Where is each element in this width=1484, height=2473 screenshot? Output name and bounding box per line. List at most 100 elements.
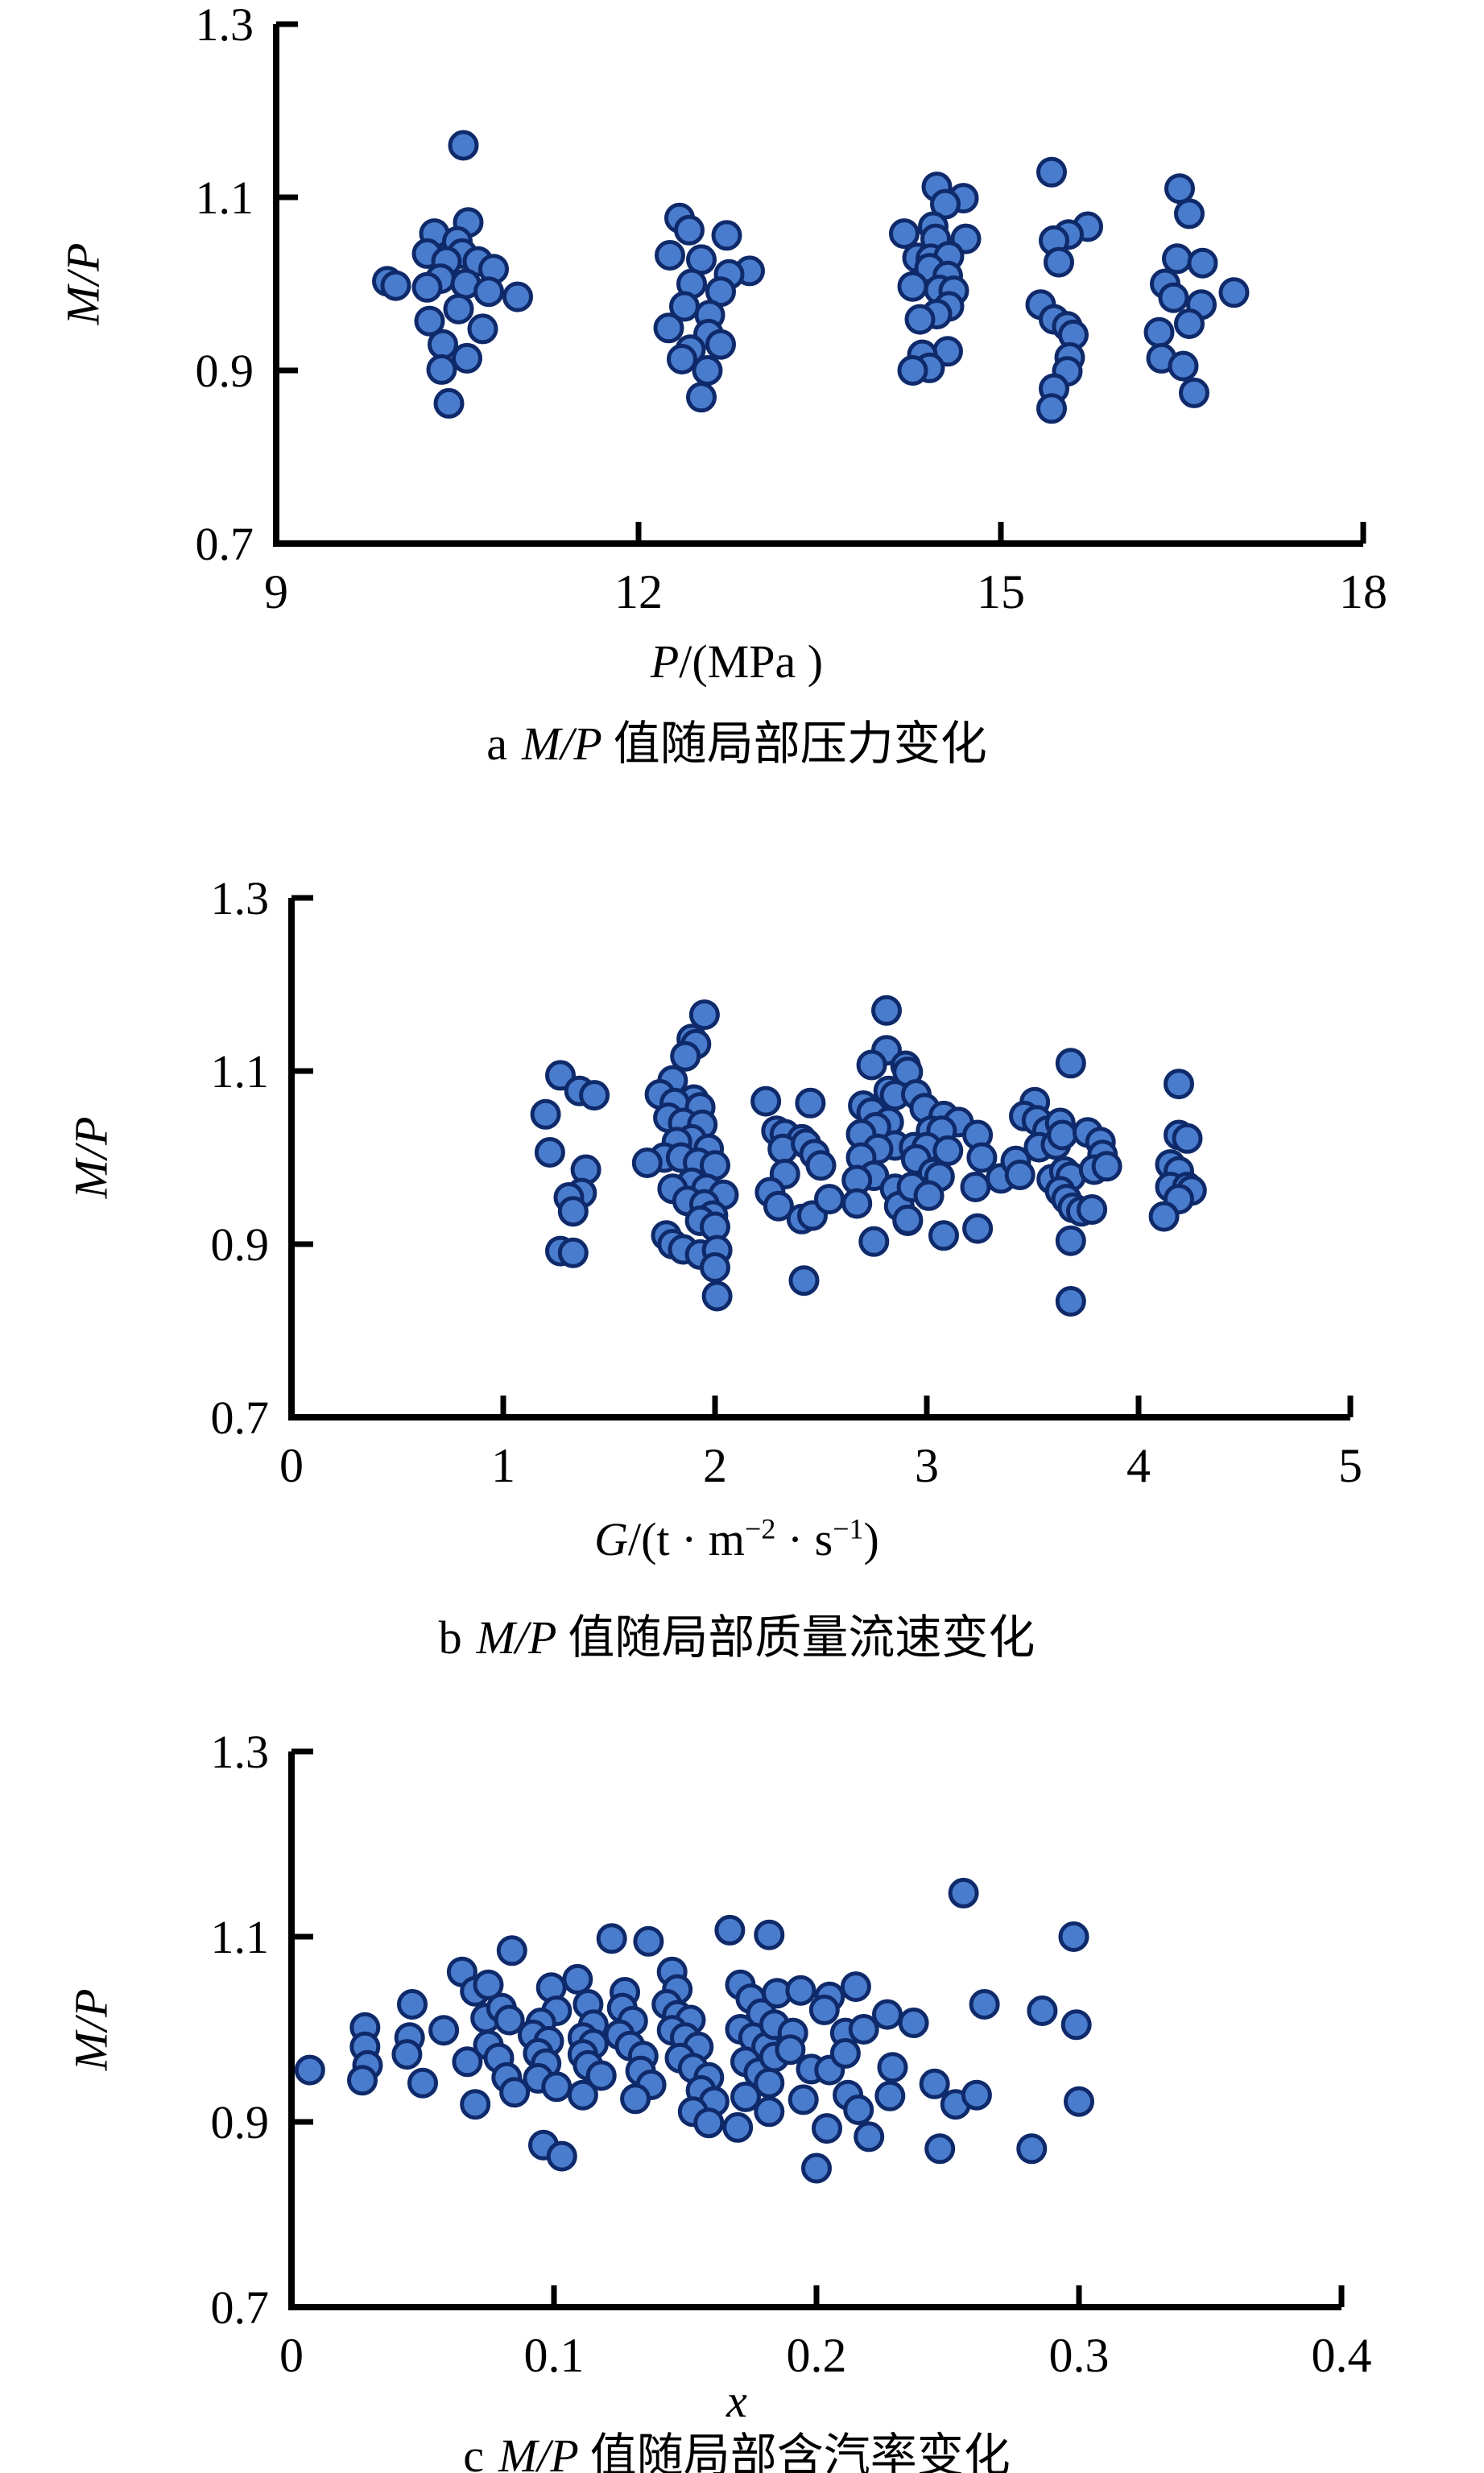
data-point: [1044, 246, 1074, 278]
y-tick-label-b: 0.9: [211, 1218, 270, 1271]
data-point: [858, 1226, 890, 1257]
x-tick-label-b: 2: [703, 1439, 727, 1492]
y-axis-title-b: M/P: [64, 1115, 118, 1199]
data-point: [1164, 173, 1195, 205]
data-point: [1036, 393, 1067, 424]
data-point: [871, 995, 902, 1026]
data-point: [433, 387, 465, 419]
data-point: [962, 1213, 994, 1244]
caption-c-formula: M/P: [498, 2430, 579, 2473]
x-axis-title-b: G/(t · m−2 · s−1): [0, 1512, 1474, 1566]
x-unit-b-seg3: ): [863, 1513, 879, 1565]
data-point: [541, 2071, 573, 2103]
y-tick-label-b: 1.1: [211, 1045, 270, 1098]
data-point: [840, 1971, 871, 2003]
data-point: [633, 1925, 664, 1957]
data-point: [502, 281, 533, 312]
caption-b: b M/P 值随局部质量流速变化: [0, 1599, 1474, 1667]
data-point: [854, 2121, 885, 2153]
data-point: [812, 2113, 842, 2144]
x-var-a: P: [650, 635, 680, 688]
x-tick-label-b: 1: [491, 1439, 515, 1492]
data-point: [785, 1975, 816, 2006]
x-tick-label-b: 4: [1126, 1439, 1151, 1492]
data-point: [961, 2079, 992, 2111]
data-point: [467, 313, 498, 345]
x-tick-label-b: 3: [915, 1439, 939, 1492]
data-point: [924, 2133, 956, 2165]
y-tick-label-b: 1.3: [211, 872, 270, 924]
data-point: [688, 999, 720, 1031]
data-point: [808, 1994, 840, 2025]
x-unit-b-sup2: −1: [833, 1512, 864, 1545]
x-var-b: G: [594, 1513, 629, 1565]
data-point: [693, 2107, 725, 2139]
caption-b-text: 值随局部质量流速变化: [568, 1611, 1035, 1664]
data-point: [562, 1963, 593, 1995]
data-point: [701, 1280, 733, 1312]
y-tick-label-c: 0.7: [211, 2281, 270, 2334]
x-tick-label-a: 12: [614, 565, 663, 618]
data-point: [411, 271, 443, 303]
data-point: [620, 2083, 651, 2115]
data-point: [567, 2079, 598, 2111]
data-point: [904, 304, 936, 335]
data-point: [775, 2034, 806, 2066]
data-point: [829, 2037, 861, 2069]
caption-a-formula: M/P: [521, 718, 602, 770]
chart-panel-a: 0.7 0.9 1.1 1.3 9 12 15 18: [196, 0, 1388, 618]
data-point: [892, 1204, 924, 1235]
y-tick-label-a: 1.3: [196, 0, 254, 51]
data-point: [898, 2008, 929, 2038]
data-point: [843, 2095, 874, 2125]
x-axis-title-c: x: [0, 2374, 1474, 2428]
data-point: [443, 293, 474, 325]
x-tick-label-c: 0.1: [524, 2329, 585, 2382]
data-point: [889, 218, 920, 250]
data-point: [919, 2068, 950, 2099]
points-b: [530, 995, 1207, 1317]
data-point: [653, 312, 684, 344]
data-point: [428, 329, 458, 360]
x-unit-b-seg1: /(t · m: [628, 1513, 746, 1565]
data-point: [428, 2015, 460, 2046]
caption-c-letter: c: [463, 2430, 484, 2473]
data-point: [913, 1180, 945, 1211]
data-point: [534, 1137, 565, 1168]
x-tick-label-b: 0: [279, 1439, 304, 1492]
data-point: [705, 329, 736, 360]
data-point: [897, 355, 928, 386]
data-point: [1064, 2086, 1094, 2117]
chart-panel-c: 0.7 0.9 1.1 1.3 0 0.1 0.2 0.3 0.4: [211, 1726, 1372, 2382]
data-point: [347, 2065, 378, 2096]
data-point: [452, 342, 482, 374]
data-point: [473, 276, 504, 308]
caption-a-letter: a: [486, 718, 507, 770]
data-point: [448, 130, 479, 161]
data-point: [460, 2089, 491, 2120]
y-tick-label-c: 0.9: [211, 2096, 270, 2148]
data-point: [1027, 1995, 1058, 2026]
caption-b-formula: M/P: [476, 1611, 557, 1664]
data-point: [787, 2084, 819, 2115]
data-point: [711, 220, 742, 251]
y-tick-label-c: 1.3: [211, 1726, 270, 1778]
data-point: [692, 355, 723, 386]
data-point: [763, 1190, 794, 1222]
data-point: [722, 2111, 754, 2143]
x-unit-a: /(MPa ): [679, 635, 824, 688]
data-point: [674, 214, 705, 246]
data-point: [874, 2080, 906, 2111]
data-point: [730, 2081, 761, 2112]
data-point: [596, 1923, 627, 1954]
caption-a-text: 值随局部压力变化: [613, 718, 987, 770]
data-point: [557, 1196, 589, 1227]
data-point: [1091, 1151, 1122, 1182]
data-point: [499, 2077, 531, 2108]
data-point: [841, 1188, 873, 1219]
data-point: [805, 1150, 837, 1181]
points-a: [372, 130, 1250, 424]
data-point: [1187, 247, 1218, 279]
